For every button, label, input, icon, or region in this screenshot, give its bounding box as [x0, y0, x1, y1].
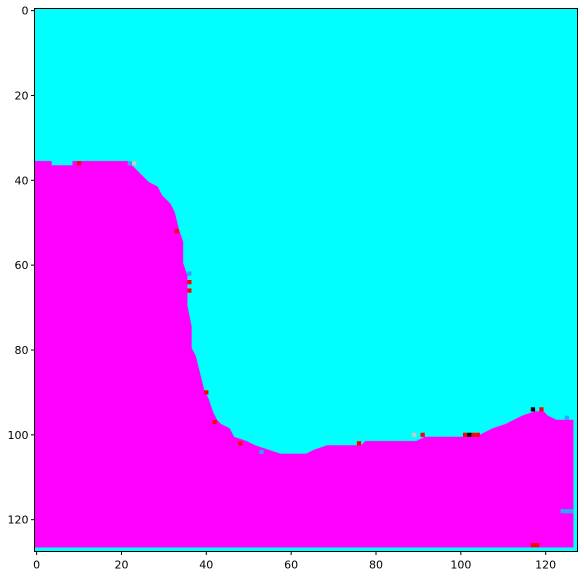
plot-frame — [34, 8, 578, 552]
artifact-pixel-2 — [132, 161, 137, 166]
artifact-pixel-9 — [238, 441, 243, 446]
x-tick-label-0: 0 — [33, 559, 40, 572]
artifact-pixel-3 — [174, 229, 179, 234]
artifact-pixel-12 — [412, 432, 417, 437]
artifact-pixel-19 — [539, 407, 544, 412]
artifact-pixel-0 — [76, 161, 82, 166]
x-tick-label-40: 40 — [199, 559, 213, 572]
y-tick-label-120: 120 — [8, 514, 29, 527]
artifact-pixel-22 — [564, 509, 570, 514]
x-tick-label-120: 120 — [535, 559, 556, 572]
artifact-pixel-14 — [462, 432, 468, 437]
artifact-pixel-15 — [467, 432, 472, 437]
artifact-pixel-25 — [535, 543, 540, 548]
x-tick-label-100: 100 — [450, 559, 471, 572]
artifact-pixel-21 — [560, 509, 565, 514]
artifact-pixel-11 — [356, 441, 362, 446]
artifact-pixel-24 — [530, 543, 536, 548]
artifact-pixel-23 — [569, 509, 574, 514]
artifact-pixel-8 — [212, 419, 217, 425]
artifact-pixel-20 — [564, 415, 570, 420]
y-tick-label-60: 60 — [15, 259, 29, 272]
artifact-pixel-4 — [187, 271, 192, 276]
y-tick-label-40: 40 — [15, 174, 29, 187]
artifact-pixel-1 — [127, 161, 133, 166]
y-tick-label-80: 80 — [15, 344, 29, 357]
x-tick-label-80: 80 — [369, 559, 383, 572]
artifact-pixel-16 — [471, 432, 476, 437]
x-tick-label-60: 60 — [284, 559, 298, 572]
y-tick-label-20: 20 — [15, 89, 29, 102]
artifact-pixel-13 — [420, 432, 425, 437]
y-tick-label-0: 0 — [22, 5, 29, 18]
x-tick-label-20: 20 — [114, 559, 128, 572]
y-tick-label-100: 100 — [8, 429, 29, 442]
axes: 0 20 40 60 80 100 120 0 20 40 60 80 100 120 — [8, 5, 578, 572]
artifact-pixel-5 — [187, 280, 192, 285]
artifact-pixel-17 — [475, 432, 480, 437]
artifact-pixel-18 — [530, 407, 536, 412]
artifact-pixel-7 — [204, 390, 209, 395]
artifact-pixel-6 — [187, 288, 192, 293]
artifact-pixel-10 — [259, 449, 264, 454]
plot-area — [34, 8, 578, 552]
